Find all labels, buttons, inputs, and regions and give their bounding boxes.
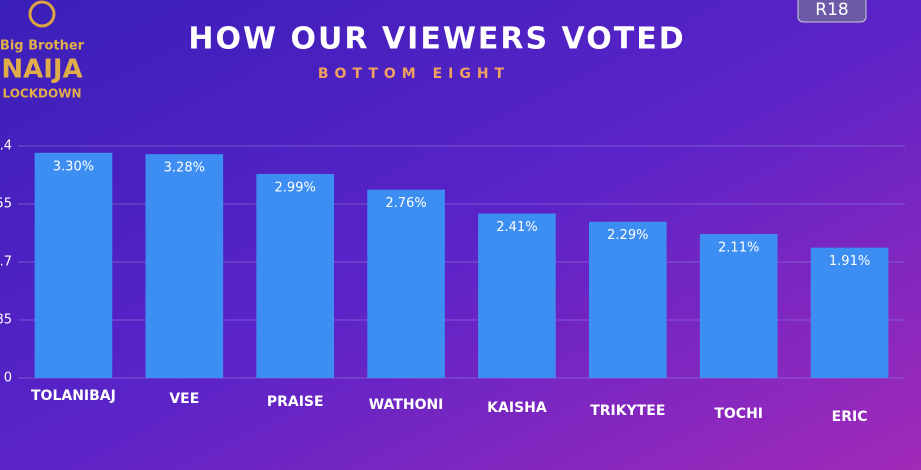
x-tick-label: TOLANIBAJ [31,388,116,404]
x-tick-label: KAISHA [487,400,547,416]
logo-text: NAIJA [1,55,82,85]
badge: R18 [815,0,848,20]
y-tick-label: 2.55 [0,197,12,212]
y-tick-label: 3.4 [0,139,12,154]
logo: Big Brother NAIJA LOCKDOWN [0,0,85,101]
bar [699,234,778,378]
chart-title: HOW OUR VIEWERS VOTED [188,22,685,57]
value-label: 2.41% [496,220,537,235]
value-label: 2.76% [385,196,426,211]
value-label: 2.29% [607,228,648,243]
logo-text: Big Brother [0,39,85,54]
bar [589,221,667,378]
bar [810,247,889,378]
y-tick-label: 0 [4,371,12,386]
chart-subtitle: BOTTOM EIGHT [318,66,510,82]
value-label: 2.99% [275,180,316,195]
bar [145,154,224,378]
x-tick-label: TRIKYTEE [590,403,665,419]
x-tick-label: ERIC [832,409,868,425]
y-tick-label: 1.7 [0,255,12,270]
y-tick-label: 0.85 [0,313,12,328]
bar [478,213,556,378]
x-tick-label: TOCHI [714,406,763,422]
bar [34,152,113,378]
value-label: 3.28% [164,161,205,176]
value-label: 3.30% [53,159,94,174]
x-tick-label: WATHONI [369,397,444,413]
bar [367,189,445,378]
value-label: 1.91% [829,254,870,269]
value-label: 2.11% [718,241,759,256]
badge-box [797,0,867,23]
logo-eye [28,0,56,28]
x-tick-label: VEE [169,391,199,407]
logo-text: LOCKDOWN [3,87,82,101]
x-tick-label: PRAISE [267,394,324,410]
bar [256,173,334,378]
